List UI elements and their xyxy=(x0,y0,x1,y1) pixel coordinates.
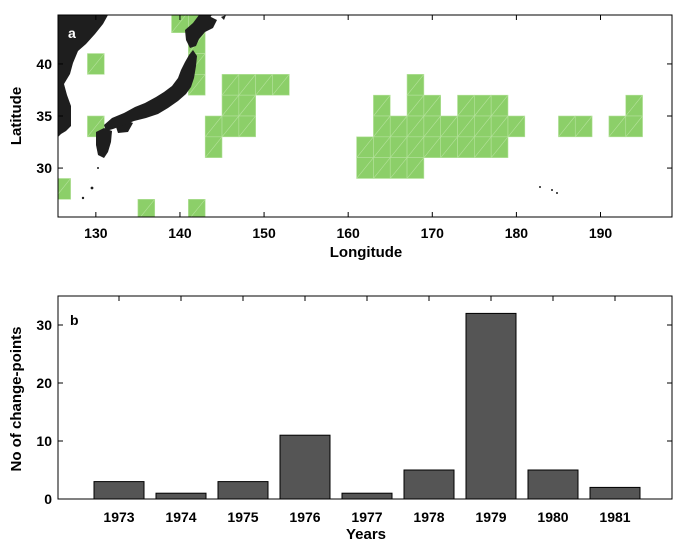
map-x-tick-label: 150 xyxy=(252,225,276,241)
bar xyxy=(217,481,269,500)
map-y-tick-label: 40 xyxy=(36,56,52,72)
map-x-tick-label: 140 xyxy=(168,225,192,241)
change-point-cell xyxy=(457,115,475,138)
change-point-cell xyxy=(221,115,240,138)
bar-x-tick-label: 1973 xyxy=(103,509,134,525)
bar xyxy=(465,312,517,500)
bar xyxy=(589,486,641,500)
change-point-cell xyxy=(423,136,441,158)
land-mass xyxy=(58,15,558,200)
panel-b-label: b xyxy=(70,312,79,328)
change-point-cell xyxy=(474,136,492,158)
map-x-tick-label: 130 xyxy=(84,225,108,241)
change-point-cell xyxy=(406,94,425,117)
change-point-cell xyxy=(87,53,105,75)
map-x-tick-label: 180 xyxy=(505,225,529,241)
bar xyxy=(527,469,579,500)
change-point-cell xyxy=(238,74,256,96)
panel-a-label: a xyxy=(68,25,76,41)
bar xyxy=(155,492,207,500)
change-point-cell xyxy=(238,115,256,138)
map-x-axis-title: Longitude xyxy=(330,244,402,261)
change-point-cell xyxy=(490,115,509,138)
change-point-cell xyxy=(171,15,189,34)
bar-x-tick-label: 1974 xyxy=(165,509,196,525)
change-point-cell xyxy=(204,136,223,158)
change-point-cell xyxy=(221,74,240,96)
change-point-cell xyxy=(406,74,425,96)
change-point-cell xyxy=(137,198,156,217)
change-point-cell xyxy=(423,115,441,138)
bar xyxy=(403,469,455,500)
bar-x-tick-label: 1977 xyxy=(351,509,382,525)
change-point-cell xyxy=(373,136,391,158)
change-point-cell xyxy=(204,115,223,138)
bar-chart-panel: 1973 1974 1975 1976 1977 1978 1979 1980 1981 0 10 2… xyxy=(8,295,673,541)
change-point-cell xyxy=(406,136,425,158)
bar-y-tick-label: 20 xyxy=(36,375,52,391)
change-point-cell xyxy=(373,94,391,117)
change-point-cell xyxy=(625,94,643,117)
bars xyxy=(93,312,641,500)
change-point-cell xyxy=(356,157,374,179)
map-x-tick-label: 190 xyxy=(589,225,613,241)
change-point-cell xyxy=(356,136,374,158)
change-point-cell xyxy=(373,157,391,179)
change-point-cell xyxy=(490,94,509,117)
bar-plot-frame xyxy=(57,295,673,500)
map-y-tick-label: 30 xyxy=(36,160,52,176)
change-point-cell xyxy=(58,178,71,200)
change-point-cell xyxy=(474,94,492,117)
change-point-cell xyxy=(406,115,425,138)
change-point-cell xyxy=(238,94,256,117)
change-point-cell xyxy=(272,74,290,96)
bar-x-tick-label: 1980 xyxy=(537,509,568,525)
change-point-cell xyxy=(574,115,593,138)
map-axes: 130 140 150 160 170 180 190 30 35 40 xyxy=(36,15,672,241)
bar-y-tick-label: 10 xyxy=(36,433,52,449)
bar xyxy=(279,434,331,500)
bar-axes: 1973 1974 1975 1976 1977 1978 1979 1980 1981 0 10 2… xyxy=(36,296,672,525)
change-point-cell xyxy=(389,157,408,179)
map-y-tick-label: 35 xyxy=(36,108,52,124)
bar-x-tick-label: 1979 xyxy=(475,509,506,525)
change-point-cell xyxy=(389,115,408,138)
change-point-cell xyxy=(608,115,627,138)
bar xyxy=(93,481,145,500)
change-point-cell xyxy=(625,115,643,138)
change-point-cell xyxy=(423,94,441,117)
change-point-cell xyxy=(490,136,509,158)
change-point-cell xyxy=(221,94,240,117)
change-point-cell xyxy=(255,74,273,96)
change-point-cell xyxy=(440,115,458,138)
change-point-cell xyxy=(457,94,475,117)
bar-x-axis-title: Years xyxy=(346,526,386,541)
change-point-cell xyxy=(389,136,408,158)
map-y-axis-title: Latitude xyxy=(8,87,25,145)
map-x-tick-label: 170 xyxy=(421,225,445,241)
change-point-cell xyxy=(507,115,526,138)
bar-x-tick-label: 1975 xyxy=(227,509,258,525)
bar-y-tick-label: 0 xyxy=(44,491,52,507)
change-point-cell xyxy=(373,115,391,138)
map-x-tick-label: 160 xyxy=(336,225,360,241)
change-point-cell xyxy=(558,115,576,138)
bar-x-tick-label: 1976 xyxy=(289,509,320,525)
change-point-cell xyxy=(474,115,492,138)
bar-y-axis-title: No of change-points xyxy=(8,327,25,472)
bar-y-tick-label: 30 xyxy=(36,317,52,333)
bar-x-tick-label: 1978 xyxy=(413,509,444,525)
bar-x-tick-label: 1981 xyxy=(599,509,630,525)
change-point-cell xyxy=(406,157,425,179)
change-point-cell xyxy=(440,136,458,158)
change-point-cell xyxy=(457,136,475,158)
bar xyxy=(341,492,393,500)
